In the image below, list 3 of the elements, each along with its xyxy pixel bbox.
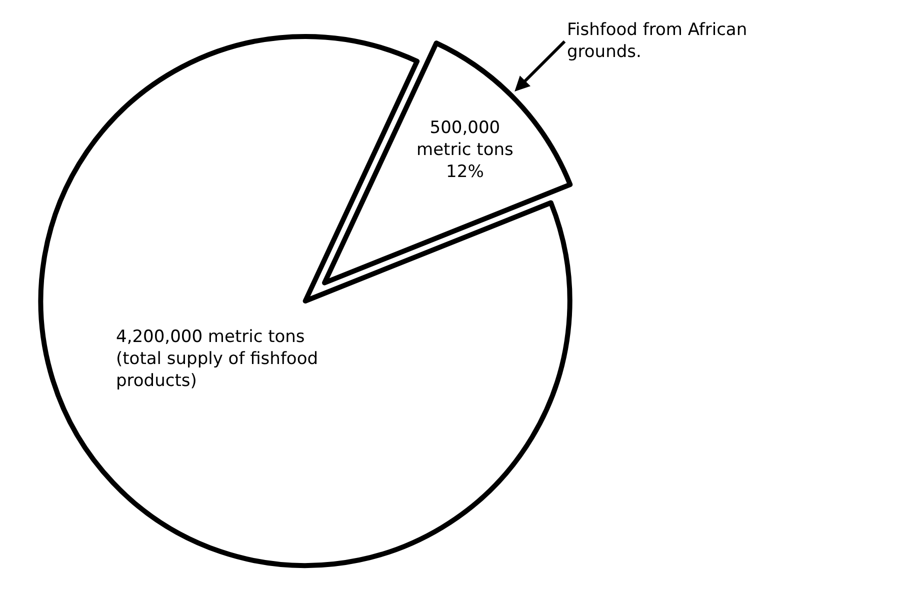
data-label: 500,000 metric tons 12% (416, 118, 514, 182)
text: Fishfood from African grounds. (567, 20, 748, 62)
text: 4,200,000 metric tons (total supply of fishfood products) (116, 327, 318, 392)
